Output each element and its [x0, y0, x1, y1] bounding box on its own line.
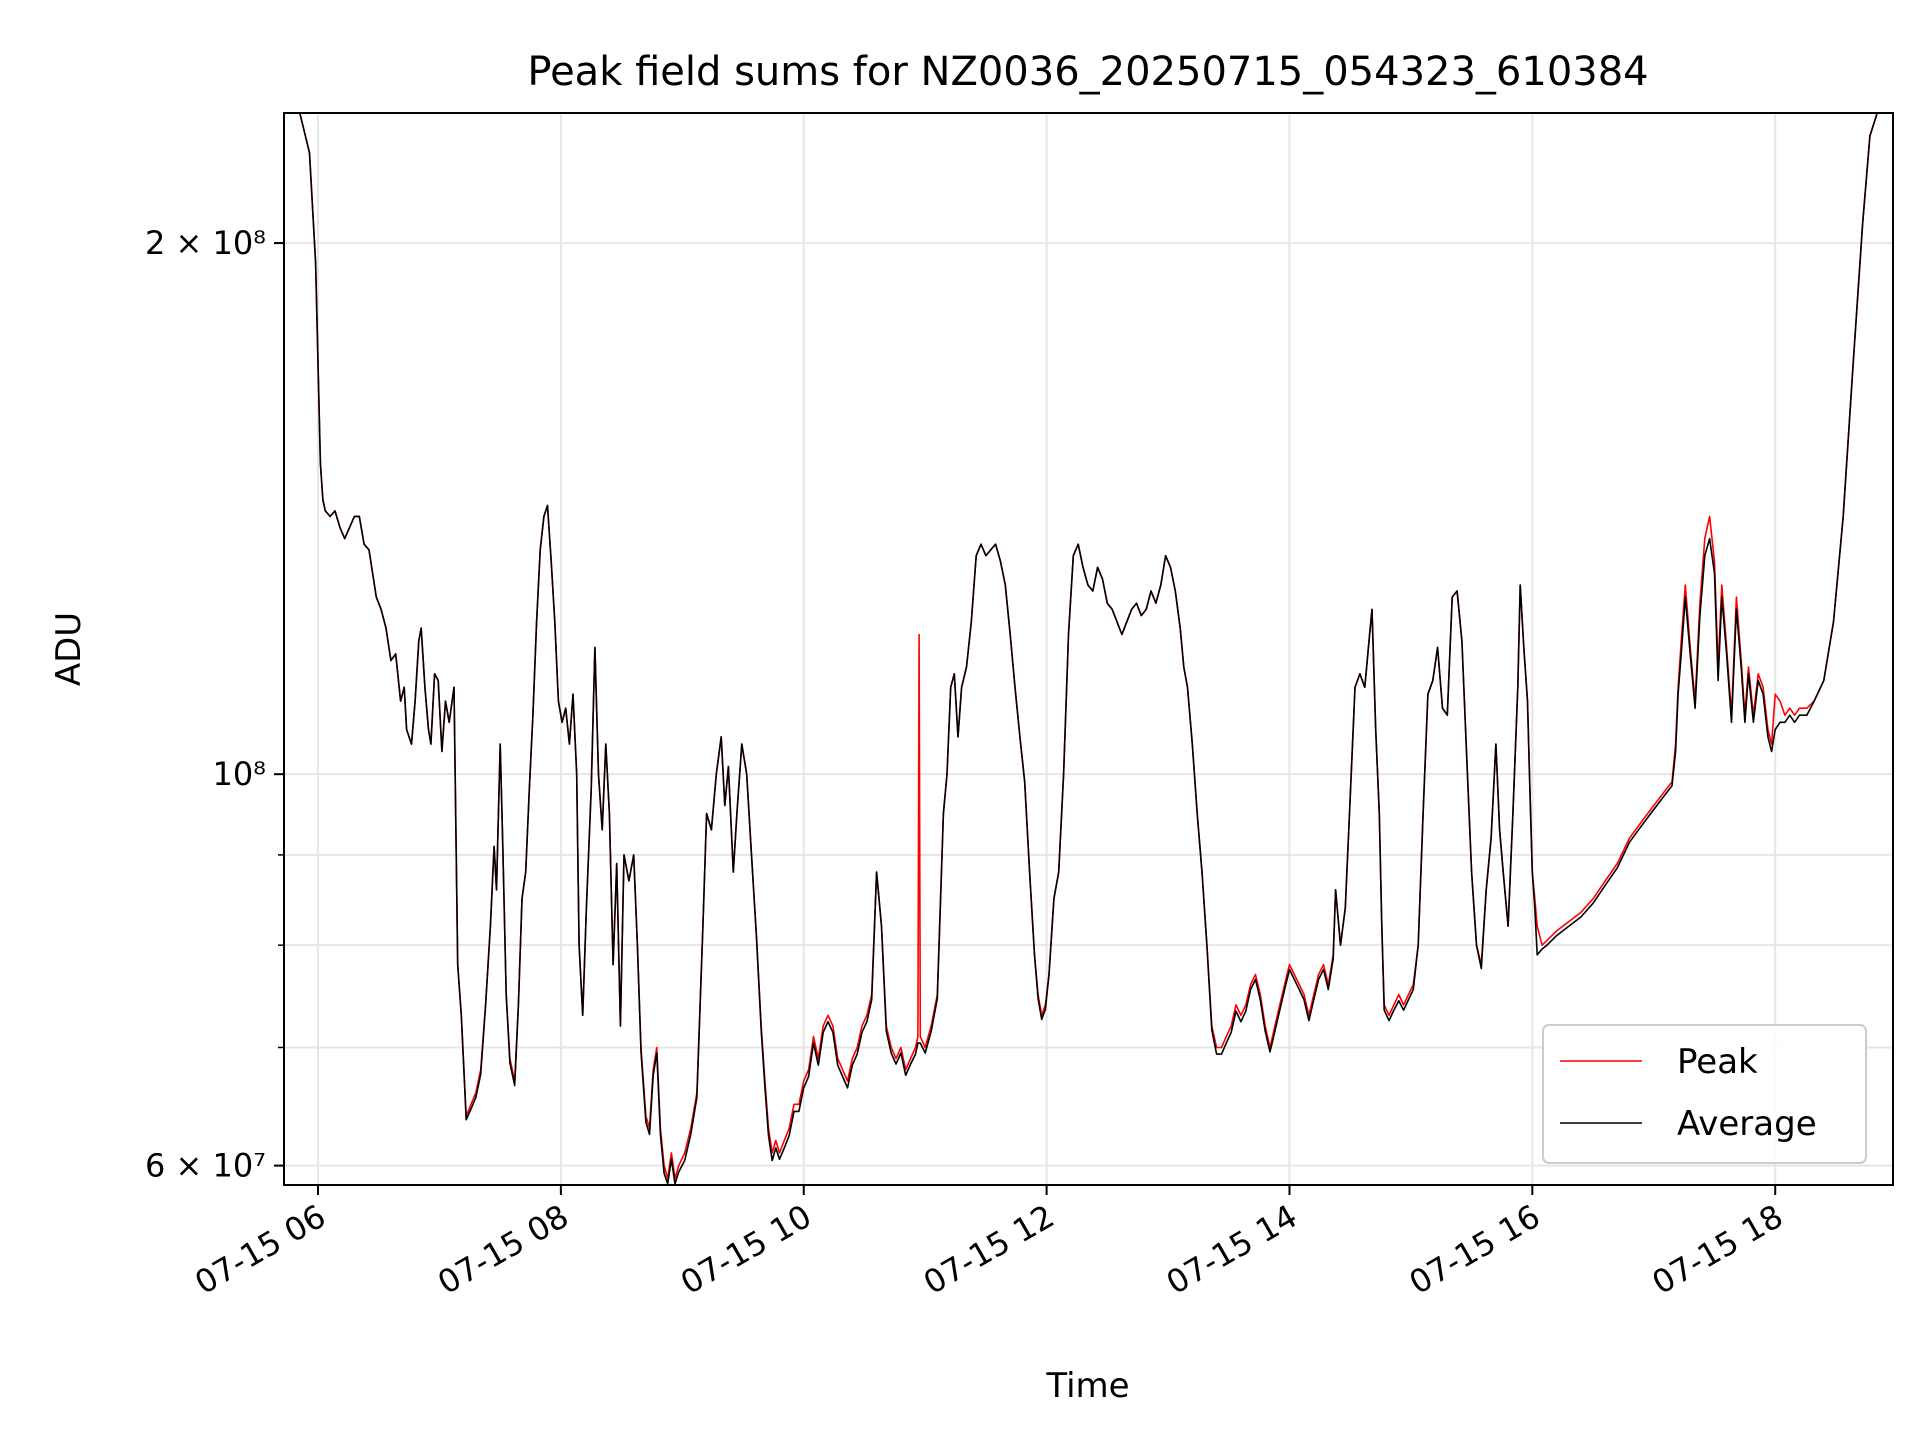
legend-label-average: Average	[1677, 1104, 1817, 1144]
chart-title: Peak field sums for NZ0036_20250715_0543…	[527, 49, 1648, 95]
y-tick-label: 6 × 10⁷	[145, 1147, 266, 1185]
plot-frame	[283, 112, 1894, 1186]
legend-box	[1542, 1024, 1867, 1164]
series-line-average	[299, 112, 1878, 1185]
x-axis-label: Time	[1045, 1366, 1129, 1406]
y-tick-label: 2 × 10⁸	[145, 224, 266, 262]
y-tick-label: 10⁸	[212, 755, 266, 793]
series-layer	[299, 112, 1878, 1185]
legend: Peak Average	[1542, 1024, 1867, 1164]
legend-label-peak: Peak	[1677, 1042, 1758, 1082]
y-axis-label: ADU	[49, 612, 89, 686]
